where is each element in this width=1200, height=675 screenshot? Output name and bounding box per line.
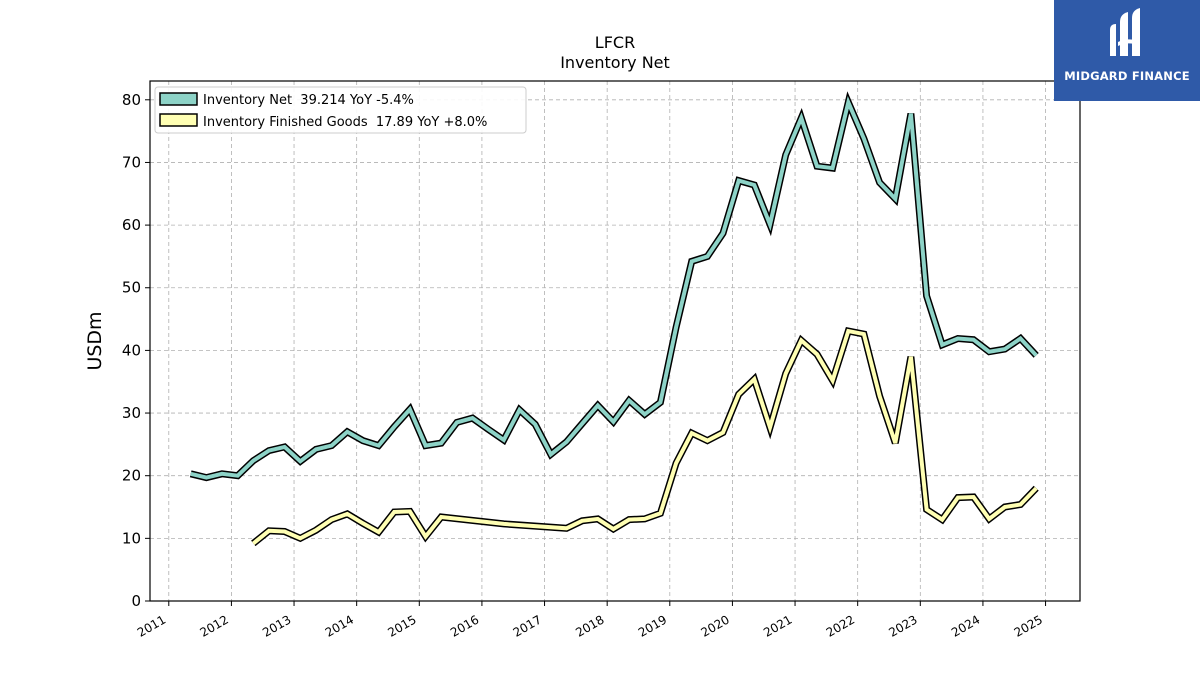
x-tick-label: 2020 xyxy=(698,612,731,639)
x-tick-label: 2024 xyxy=(949,612,982,639)
legend-label-finished-goods: Inventory Finished Goods 17.89 YoY +8.0% xyxy=(203,115,487,130)
y-tick-label: 50 xyxy=(122,279,141,297)
brand-name: MIDGARD FINANCE xyxy=(1064,69,1190,83)
x-tick-label: 2017 xyxy=(511,612,544,639)
series-line-inventory-net xyxy=(190,95,1038,480)
y-tick-label: 70 xyxy=(122,153,141,171)
y-tick-label: 40 xyxy=(122,341,141,359)
y-tick-label: 30 xyxy=(122,404,141,422)
brand-logo: MIDGARD FINANCE xyxy=(1054,0,1200,101)
x-tick-label: 2025 xyxy=(1012,612,1045,639)
y-tick-label: 80 xyxy=(122,91,141,109)
series-line-inventory-finished-goods xyxy=(252,328,1038,545)
legend-box xyxy=(154,86,527,134)
x-tick-label: 2023 xyxy=(886,612,919,639)
x-tick-label: 2019 xyxy=(636,612,669,639)
midgard-logo-icon xyxy=(1110,8,1140,56)
x-tick-label: 2012 xyxy=(197,612,230,639)
x-tick-label: 2014 xyxy=(323,612,356,639)
y-tick-label: 0 xyxy=(131,592,141,610)
chart-subtitle: Inventory Net xyxy=(560,53,670,72)
x-tick-label: 2011 xyxy=(135,612,168,639)
y-axis-label: USDm xyxy=(84,311,106,370)
x-tick-label: 2018 xyxy=(573,612,606,639)
y-tick-label: 60 xyxy=(122,216,141,234)
y-tick-label: 10 xyxy=(122,529,141,547)
y-tick-label: 20 xyxy=(122,467,141,485)
x-tick-label: 2021 xyxy=(761,612,794,639)
chart-title: LFCR xyxy=(595,33,635,52)
x-tick-label: 2016 xyxy=(448,612,481,639)
plot-frame xyxy=(149,80,1081,602)
x-tick-label: 2015 xyxy=(385,612,418,639)
legend: Inventory Net 39.214 YoY -5.4% Inventory… xyxy=(154,86,527,134)
series-lines xyxy=(189,91,1039,547)
legend-label-inventory-net: Inventory Net 39.214 YoY -5.4% xyxy=(203,93,414,108)
x-tick-label: 2013 xyxy=(260,612,293,639)
x-tick-label: 2022 xyxy=(824,612,857,639)
legend-swatch-inventory-net xyxy=(159,92,198,106)
legend-swatch-finished-goods xyxy=(159,113,198,127)
